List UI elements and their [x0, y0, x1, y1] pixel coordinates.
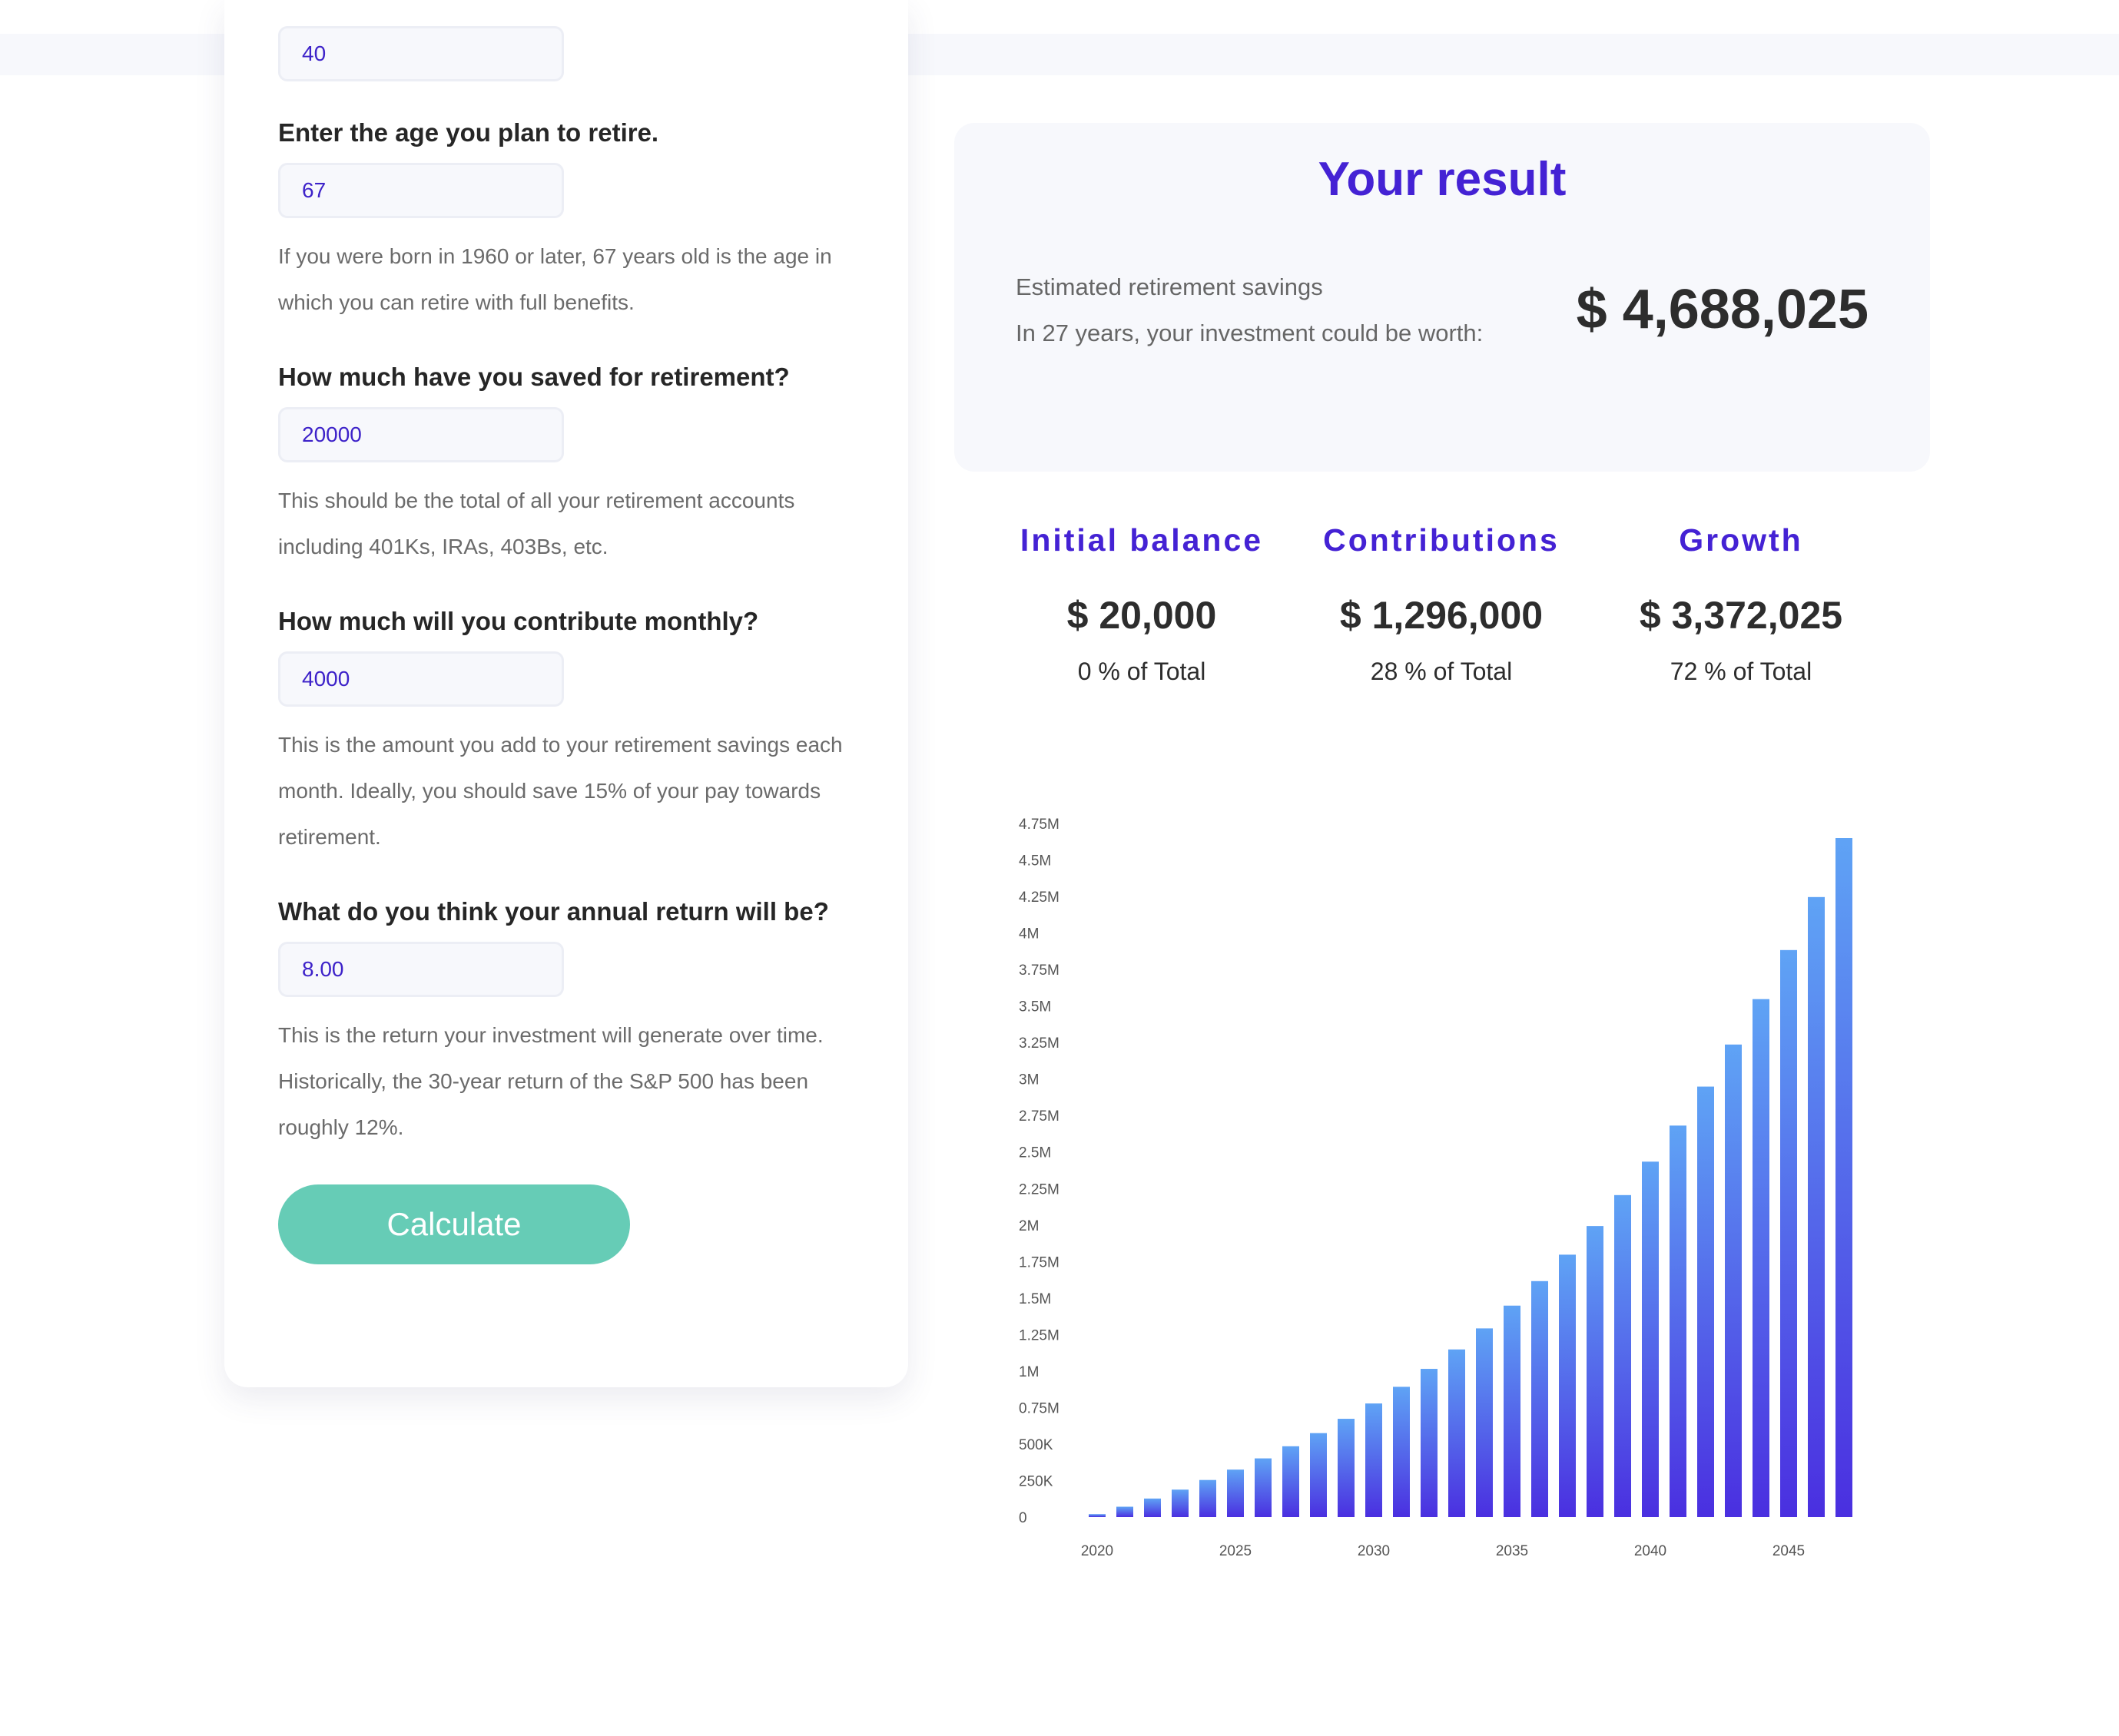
stat-value: $ 1,296,000: [1339, 594, 1544, 637]
monthly-contribution-help: This is the amount you add to your retir…: [278, 733, 843, 849]
stat-value: $ 20,000: [1066, 594, 1217, 637]
retire-age-label: Enter the age you plan to retire.: [278, 118, 659, 147]
y-tick-label: 0: [1019, 1510, 1027, 1526]
x-tick-label: 2025: [1219, 1543, 1252, 1559]
result-description: In 27 years, your investment could be wo…: [1016, 320, 1484, 346]
bar-2033: [1448, 1349, 1465, 1517]
stat-label: Growth: [1679, 522, 1803, 558]
x-tick-label: 2045: [1772, 1543, 1805, 1559]
x-axis: 2020 2025 2030 2035 2040 2045: [1081, 1543, 1805, 1559]
bars: [1089, 838, 1852, 1517]
calculate-button[interactable]: Calculate: [278, 1184, 630, 1264]
y-tick-label: 2.25M: [1019, 1181, 1060, 1198]
bar-2041: [1670, 1125, 1686, 1517]
savings-help: This should be the total of all your ret…: [278, 489, 795, 558]
bar-chart-svg: 0 250K 500K 0.75M 1M 1.25M 1.5M 1.75M 2M 2.25M 2.5…: [1019, 817, 1852, 1559]
bar-2047: [1835, 838, 1852, 1517]
stat-growth: Growth $ 3,372,025 72 % of Total: [1591, 522, 1891, 686]
y-tick-label: 3.25M: [1019, 1035, 1060, 1052]
y-tick-label: 3.5M: [1019, 999, 1051, 1015]
bar-2036: [1531, 1280, 1548, 1517]
y-tick-label: 1.5M: [1019, 1291, 1051, 1307]
y-tick-label: 250K: [1019, 1473, 1053, 1489]
stat-percent: 0 % of Total: [1077, 658, 1206, 685]
bar-2023: [1172, 1489, 1189, 1517]
y-tick-label: 1.75M: [1019, 1254, 1060, 1271]
y-tick-label: 2.75M: [1019, 1108, 1060, 1125]
savings-growth-chart: 0 250K 500K 0.75M 1M 1.25M 1.5M 1.75M 2M 2.25M 2.5…: [999, 814, 1890, 1567]
y-tick-label: 4.25M: [1019, 890, 1060, 906]
bar-2025: [1227, 1469, 1244, 1517]
bar-2020: [1089, 1514, 1106, 1517]
bar-2030: [1365, 1403, 1382, 1517]
calculator-form-card: Enter the age you plan to retire. If you…: [224, 0, 908, 1387]
stat-label: Contributions: [1323, 522, 1560, 558]
bar-2026: [1255, 1458, 1272, 1517]
result-card: Your result Estimated retirement savings…: [954, 123, 1930, 472]
current-age-input[interactable]: [278, 26, 564, 81]
bar-2040: [1642, 1161, 1659, 1517]
y-tick-label: 1.25M: [1019, 1327, 1060, 1343]
annual-return-input[interactable]: [278, 942, 564, 997]
retire-age-help: If you were born in 1960 or later, 67 ye…: [278, 244, 832, 314]
bar-2029: [1338, 1419, 1355, 1517]
savings-label: How much have you saved for retirement?: [278, 363, 790, 391]
stat-label: Initial balance: [1020, 522, 1264, 558]
bar-2043: [1725, 1044, 1742, 1517]
y-tick-label: 3M: [1019, 1072, 1039, 1088]
retire-age-input[interactable]: [278, 163, 564, 218]
bar-2045: [1780, 949, 1797, 1517]
stat-percent: 72 % of Total: [1670, 658, 1812, 685]
stat-value: $ 3,372,025: [1639, 594, 1843, 637]
y-tick-label: 2M: [1019, 1218, 1039, 1234]
bar-2031: [1393, 1386, 1410, 1517]
bar-2046: [1808, 896, 1825, 1517]
stat-initial-balance: Initial balance $ 20,000 0 % of Total: [992, 522, 1292, 686]
bar-2024: [1199, 1479, 1216, 1517]
monthly-contribution-label: How much will you contribute monthly?: [278, 607, 759, 635]
y-tick-label: 4M: [1019, 926, 1039, 943]
y-tick-label: 4.75M: [1019, 817, 1060, 833]
x-tick-label: 2040: [1634, 1543, 1666, 1559]
bar-2034: [1476, 1328, 1493, 1517]
x-tick-label: 2020: [1081, 1543, 1113, 1559]
x-tick-label: 2035: [1496, 1543, 1528, 1559]
y-tick-label: 3.75M: [1019, 962, 1060, 979]
bar-2039: [1614, 1194, 1631, 1517]
bar-2042: [1697, 1086, 1714, 1517]
y-tick-label: 1M: [1019, 1364, 1039, 1380]
annual-return-help: This is the return your investment will …: [278, 1023, 824, 1139]
y-axis: 0 250K 500K 0.75M 1M 1.25M 1.5M 1.75M 2M 2.25M 2.5…: [1019, 817, 1060, 1526]
y-tick-label: 2.5M: [1019, 1145, 1051, 1161]
y-tick-label: 0.75M: [1019, 1400, 1060, 1416]
y-tick-label: 4.5M: [1019, 853, 1051, 870]
savings-input[interactable]: [278, 407, 564, 462]
monthly-contribution-input[interactable]: [278, 651, 564, 707]
bar-2044: [1753, 999, 1769, 1517]
result-subtitle: Estimated retirement savings: [1016, 273, 1323, 300]
annual-return-label: What do you think your annual return wil…: [278, 897, 829, 926]
bar-2035: [1504, 1305, 1520, 1517]
bar-2037: [1559, 1254, 1576, 1517]
stat-contributions: Contributions $ 1,296,000 28 % of Total: [1292, 522, 1591, 686]
result-total-amount: $ 4,688,025: [1576, 279, 1869, 340]
x-tick-label: 2030: [1358, 1543, 1390, 1559]
bar-2028: [1310, 1433, 1327, 1517]
y-tick-label: 500K: [1019, 1437, 1053, 1453]
bar-2032: [1421, 1369, 1438, 1517]
stat-percent: 28 % of Total: [1370, 658, 1513, 685]
bar-2038: [1587, 1226, 1603, 1517]
result-title: Your result: [1318, 153, 1567, 206]
bar-2022: [1144, 1498, 1161, 1517]
bar-2021: [1116, 1506, 1133, 1517]
bar-2027: [1282, 1446, 1299, 1517]
